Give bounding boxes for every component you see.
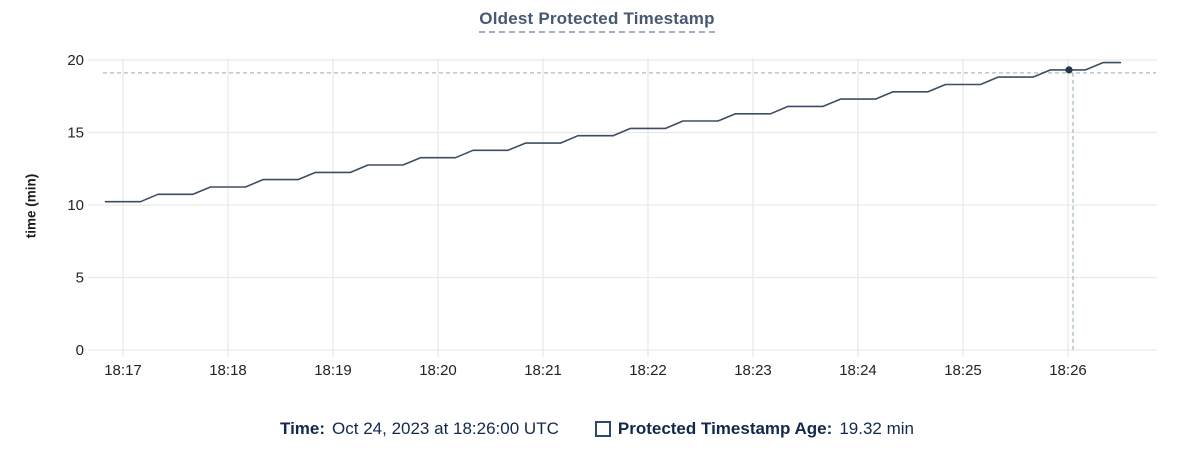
series-line-protected-timestamp-age [104, 61, 1122, 203]
y-tick-label: 15 [67, 125, 84, 142]
y-tick-label: 5 [76, 270, 84, 287]
hover-dot [1065, 66, 1073, 74]
hover-time-label: Time: [280, 419, 326, 438]
x-tick-label: 18:18 [209, 362, 247, 379]
x-tick-label: 18:20 [419, 362, 457, 379]
chart-plot-area[interactable]: 0 5 10 15 20 18:17 18:18 18:19 18:20 18:21 18:22 18… [0, 0, 1194, 412]
chart-title[interactable]: Oldest Protected Timestamp [479, 9, 715, 33]
x-tick-label: 18:25 [944, 362, 982, 379]
hover-legend: Time: Oct 24, 2023 at 18:26:00 UTC Prote… [0, 419, 1194, 439]
legend-item-protected-timestamp-age[interactable]: Protected Timestamp Age: 19.32 min [594, 419, 914, 439]
hover-time-value: Oct 24, 2023 at 18:26:00 UTC [332, 419, 559, 438]
x-tick-label: 18:23 [734, 362, 772, 379]
x-tick-label: 18:22 [629, 362, 667, 379]
hover-time: Time: Oct 24, 2023 at 18:26:00 UTC [280, 419, 559, 439]
y-tick-label: 10 [67, 197, 84, 214]
x-tick-label: 18:17 [104, 362, 142, 379]
y-tick-label: 0 [76, 342, 84, 359]
series-value: 19.32 min [839, 419, 914, 438]
x-tick-label: 18:21 [524, 362, 562, 379]
series-label: Protected Timestamp Age: [617, 419, 833, 438]
series-checkbox-swatch[interactable] [594, 421, 611, 437]
chart-header: Oldest Protected Timestamp [0, 9, 1194, 33]
y-tick-label: 20 [67, 52, 84, 69]
x-tick-label: 18:24 [839, 362, 877, 379]
x-tick-label: 18:26 [1049, 362, 1087, 379]
x-tick-label: 18:19 [314, 362, 352, 379]
